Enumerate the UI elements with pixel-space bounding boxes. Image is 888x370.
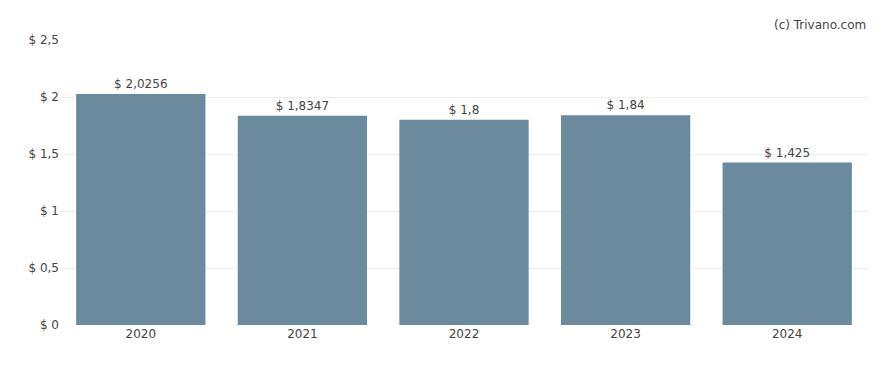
svg-text:2024: 2024 (772, 327, 803, 341)
svg-text:$ 1,8: $ 1,8 (449, 103, 480, 117)
svg-text:$ 1,425: $ 1,425 (764, 146, 810, 160)
svg-text:2021: 2021 (287, 327, 318, 341)
svg-text:2020: 2020 (126, 327, 157, 341)
svg-text:$ 2,5: $ 2,5 (28, 33, 59, 47)
svg-text:$ 1,84: $ 1,84 (607, 98, 645, 112)
svg-text:$ 1: $ 1 (40, 204, 59, 218)
svg-text:(c) Trivano.com: (c) Trivano.com (774, 18, 866, 32)
svg-text:$ 2,0256: $ 2,0256 (114, 77, 167, 91)
svg-text:$ 1,5: $ 1,5 (28, 147, 59, 161)
svg-text:$ 0: $ 0 (40, 318, 59, 332)
svg-text:2023: 2023 (610, 327, 641, 341)
svg-text:$ 1,8347: $ 1,8347 (276, 99, 329, 113)
svg-text:2022: 2022 (449, 327, 480, 341)
svg-text:$ 2: $ 2 (40, 90, 59, 104)
svg-text:$ 0,5: $ 0,5 (28, 261, 59, 275)
